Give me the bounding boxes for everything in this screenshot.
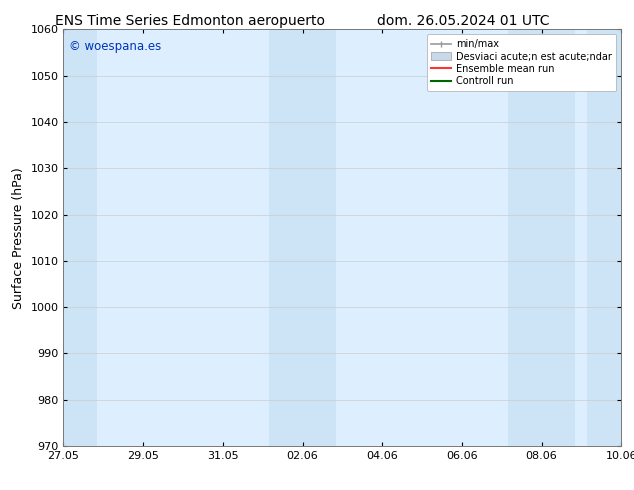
Bar — [588, 29, 625, 446]
Bar — [508, 29, 576, 446]
Bar — [60, 29, 97, 446]
Text: ENS Time Series Edmonton aeropuerto: ENS Time Series Edmonton aeropuerto — [55, 14, 325, 28]
Y-axis label: Surface Pressure (hPa): Surface Pressure (hPa) — [12, 167, 25, 309]
Text: dom. 26.05.2024 01 UTC: dom. 26.05.2024 01 UTC — [377, 14, 549, 28]
Text: © woespana.es: © woespana.es — [69, 40, 161, 53]
Legend: min/max, Desviaci acute;n est acute;ndar, Ensemble mean run, Controll run: min/max, Desviaci acute;n est acute;ndar… — [427, 34, 616, 91]
Bar — [269, 29, 337, 446]
